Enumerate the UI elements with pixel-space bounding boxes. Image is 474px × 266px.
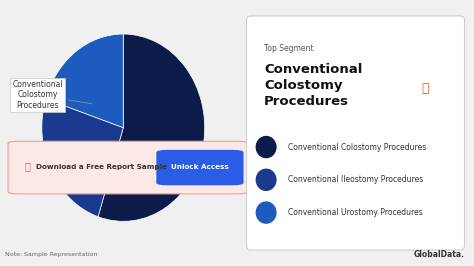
Text: GlobalData.: GlobalData.	[413, 250, 465, 259]
Wedge shape	[46, 34, 123, 128]
Text: 🔒: 🔒	[25, 162, 31, 172]
Text: Conventional
Colostomy
Procedures: Conventional Colostomy Procedures	[12, 80, 92, 110]
Text: Top Segment: Top Segment	[264, 44, 313, 53]
FancyBboxPatch shape	[246, 16, 465, 250]
Text: Conventional Colostomy Procedures: Conventional Colostomy Procedures	[288, 143, 426, 152]
Text: Download a Free Report Sample: Download a Free Report Sample	[36, 164, 167, 170]
Wedge shape	[42, 99, 123, 217]
Circle shape	[256, 136, 276, 157]
Text: Conventional
Colostomy
Procedures: Conventional Colostomy Procedures	[264, 63, 362, 108]
Text: 🔒: 🔒	[421, 81, 429, 94]
Text: Conventional Urostomy Procedures: Conventional Urostomy Procedures	[288, 208, 423, 217]
FancyBboxPatch shape	[156, 150, 244, 185]
Text: Unlock Access: Unlock Access	[171, 164, 229, 170]
Circle shape	[256, 202, 276, 223]
FancyBboxPatch shape	[8, 141, 248, 194]
Text: Conventional Ileostomy Procedures: Conventional Ileostomy Procedures	[288, 175, 423, 184]
Text: Note: Sample Representation: Note: Sample Representation	[5, 252, 97, 256]
Circle shape	[256, 169, 276, 190]
Wedge shape	[98, 34, 205, 221]
